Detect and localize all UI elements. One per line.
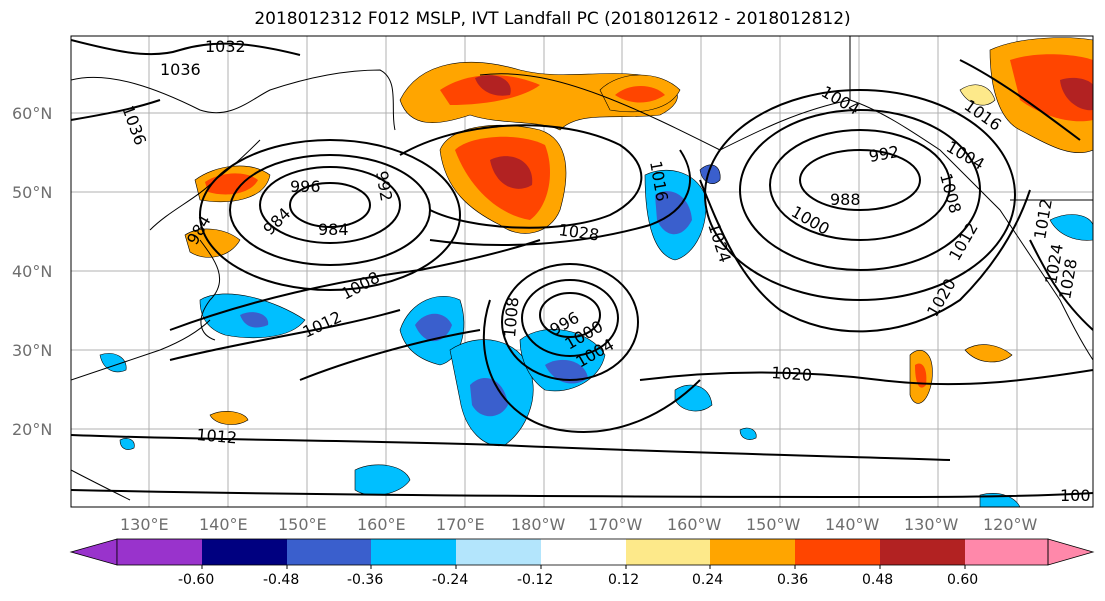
contour-label: 1004 <box>943 137 988 174</box>
colorbar-tick-label: 0.60 <box>947 572 979 588</box>
contour-label: 1036 <box>118 103 150 148</box>
coastlines <box>71 36 1093 501</box>
lon-label: 160°W <box>667 515 722 534</box>
contour-label: 1012 <box>300 307 345 341</box>
colorbar-bin <box>202 539 287 565</box>
colorbar <box>69 538 1095 569</box>
colorbar-upper-extend <box>1047 538 1095 566</box>
lon-label: 130°E <box>120 515 169 534</box>
contour-label: 1012 <box>196 425 238 447</box>
contour-label: 1008 <box>500 296 522 338</box>
colorbar-frame <box>116 538 1049 566</box>
isobars <box>71 39 1093 499</box>
map-frame <box>70 35 1094 508</box>
lon-label: 170°W <box>588 515 643 534</box>
colorbar-bin <box>287 539 371 565</box>
lon-label: 140°E <box>199 515 248 534</box>
contour-label: 1020 <box>771 363 813 385</box>
colorbar-bin <box>371 539 456 565</box>
contour-label: 1032 <box>205 37 246 56</box>
contour-label: 984 <box>259 204 294 239</box>
colorbar-bin <box>965 539 1048 565</box>
colorbar-tick-label: 0.48 <box>862 572 894 588</box>
colorbar-tick-label: 0.36 <box>777 572 809 588</box>
colorbar-tick-label: -0.36 <box>347 572 384 588</box>
contour-label: 992 <box>372 169 396 202</box>
contour-label: 1020 <box>923 275 960 320</box>
lon-label: 170°E <box>436 515 485 534</box>
lon-label: 150°W <box>746 515 801 534</box>
colorbar-bin <box>880 539 965 565</box>
contour-label: 100 <box>1060 486 1091 505</box>
lon-label: 120°W <box>983 515 1038 534</box>
lat-label: 60°N <box>12 104 53 123</box>
colorbar-tick-label: -0.48 <box>263 572 300 588</box>
lat-label: 50°N <box>12 183 53 202</box>
colorbar-tick-label: 0.24 <box>692 572 724 588</box>
lon-label: 140°W <box>825 515 880 534</box>
lon-label: 180°W <box>511 515 566 534</box>
lat-label: 30°N <box>12 341 53 360</box>
colorbar-lower-extend <box>69 538 118 566</box>
contour-label: 1012 <box>1030 197 1056 240</box>
contour-label: 988 <box>830 190 861 209</box>
colorbar-tick-label: 0.12 <box>608 572 640 588</box>
map-title: 2018012312 F012 MSLP, IVT Landfall PC (2… <box>254 9 851 29</box>
contour-label: 1024 <box>704 220 735 265</box>
contour-label: 992 <box>867 142 900 166</box>
lat-label: 20°N <box>12 420 53 439</box>
contour-labels: 1036 1032 1036 996 992 984 984 984 1008 … <box>118 37 1090 505</box>
lon-label: 150°E <box>278 515 327 534</box>
contour-label: 1000 <box>788 202 833 239</box>
lon-label: 130°W <box>904 515 959 534</box>
ivt-negative-fields <box>99 164 1093 507</box>
map-plot-area <box>71 36 1093 507</box>
colorbar-bin <box>117 539 202 565</box>
colorbar-bin <box>795 539 880 565</box>
colorbar-bin <box>626 539 710 565</box>
colorbar-bin <box>541 539 626 565</box>
lat-label: 40°N <box>12 262 53 281</box>
colorbar-tick-label: -0.12 <box>517 572 554 588</box>
contour-label: 996 <box>290 177 321 196</box>
contour-label: 1008 <box>338 268 383 304</box>
colorbar-bin <box>710 539 795 565</box>
colorbar-tick-label: -0.60 <box>178 572 215 588</box>
colorbar-bin <box>456 539 541 565</box>
lon-label: 160°E <box>357 515 406 534</box>
contour-label: 984 <box>318 220 349 239</box>
colorbar-tick-label: -0.24 <box>432 572 469 588</box>
contour-label: 1036 <box>160 60 201 79</box>
